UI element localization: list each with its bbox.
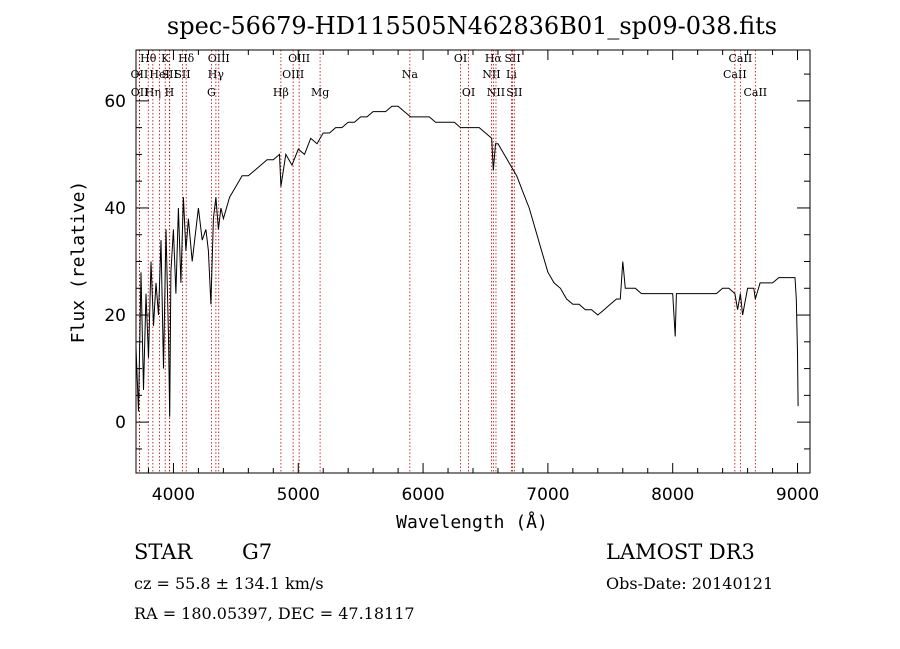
x-tick-label: 7000 [526, 485, 569, 505]
marker-label-14: OIII [288, 52, 310, 65]
marker-label-2: OII [131, 86, 149, 99]
marker-label-27: CaII [723, 68, 747, 81]
y-tick-label: 20 [104, 306, 126, 326]
x-tick-label: 8000 [651, 485, 694, 505]
marker-label-26: CaII [729, 52, 753, 65]
redshift-readout: cz = 55.8 ± 134.1 km/s [134, 574, 324, 593]
x-tick-label: 4000 [152, 485, 195, 505]
marker-label-7: H [165, 86, 175, 99]
marker-label-22: NII [487, 86, 505, 99]
y-tick-label: 60 [104, 92, 126, 112]
marker-label-19: OI [462, 86, 475, 99]
marker-label-11: Hγ [208, 68, 225, 81]
marker-label-15: OIII [282, 68, 304, 81]
y-tick-label: 40 [104, 199, 126, 219]
marker-label-5: K [161, 52, 170, 65]
marker-label-21: NII [482, 68, 500, 81]
plot-frame [135, 49, 811, 474]
observation-date: Obs-Date: 20140121 [606, 574, 774, 593]
spectral-subclass: G7 [242, 540, 273, 564]
x-tick-label: 6000 [401, 485, 444, 505]
marker-label-24: Li [506, 68, 517, 81]
y-axis-label: Flux (relative) [68, 181, 89, 344]
marker-label-3: Hη [145, 86, 161, 99]
marker-label-8: Hδ [178, 52, 195, 65]
survey-name: LAMOST DR3 [606, 540, 755, 564]
marker-label-16: Mg [311, 86, 329, 99]
y-tick-label: 0 [115, 413, 126, 433]
marker-label-12: G [207, 86, 216, 99]
marker-label-18: OI [454, 52, 467, 65]
marker-label-28: CaII [743, 86, 767, 99]
marker-label-9: SII [174, 68, 190, 81]
x-tick-label: 9000 [776, 485, 819, 505]
marker-label-25: SII [506, 86, 522, 99]
coordinates-readout: RA = 180.05397, DEC = 47.18117 [134, 604, 415, 623]
marker-label-17: Na [402, 68, 419, 81]
axis-ticks: 4000 5000 6000 7000 8000 9000 0 20 40 60 [104, 50, 819, 505]
marker-label-10: OIII [208, 52, 230, 65]
chart-title: spec-56679-HD115505N462836B01_sp09-038.f… [167, 12, 777, 40]
spectrum-line [135, 105, 799, 417]
marker-label-13: Hβ [273, 86, 289, 99]
object-class: STAR [134, 540, 193, 564]
x-axis-label: Wavelength (Å) [396, 511, 548, 533]
marker-label-20: Hα [485, 52, 503, 65]
x-tick-label: 5000 [277, 485, 320, 505]
marker-label-4: HeI [149, 68, 169, 81]
marker-label-23: SII [504, 52, 520, 65]
